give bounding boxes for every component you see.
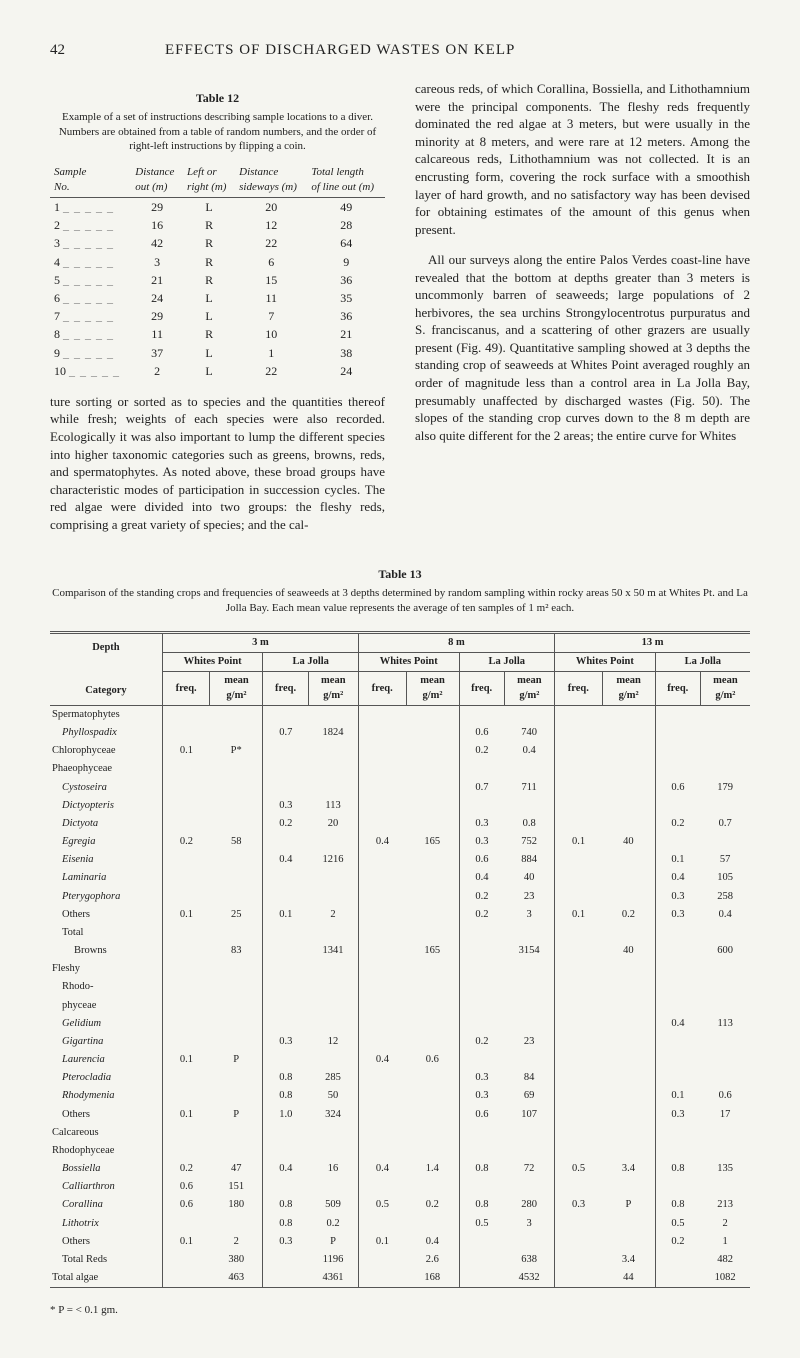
table-row: Calliarthron0.6151 bbox=[50, 1178, 750, 1196]
table12-head: SampleNo. Distanceout (m) Left orright (… bbox=[50, 163, 385, 197]
page-title: EFFECTS OF DISCHARGED WASTES ON KELP bbox=[165, 40, 515, 60]
table-row: Laminaria0.4400.4105 bbox=[50, 869, 750, 887]
table-row: 8 _ _ _ _ _11R1021 bbox=[50, 325, 385, 343]
t12-h1: SampleNo. bbox=[50, 163, 131, 197]
page-number: 42 bbox=[50, 40, 65, 60]
table-row: phyceae bbox=[50, 997, 750, 1015]
t12-h4: Distancesideways (m) bbox=[235, 163, 307, 197]
table-row: Eisenia0.412160.68840.157 bbox=[50, 851, 750, 869]
table-row: Spermatophytes bbox=[50, 705, 750, 724]
t12-h2: Distanceout (m) bbox=[131, 163, 183, 197]
table-row: Corallina0.61800.85090.50.20.82800.3P0.8… bbox=[50, 1196, 750, 1214]
table13-head: Depth Category 3 m 8 m 13 m Whites Point… bbox=[50, 633, 750, 706]
table-row: 7 _ _ _ _ _29L736 bbox=[50, 307, 385, 325]
table-row: 10 _ _ _ _ _2L2224 bbox=[50, 362, 385, 380]
table-row: Pterocladia0.82850.384 bbox=[50, 1069, 750, 1087]
table-row: Rhodophyceae bbox=[50, 1142, 750, 1160]
table-row: Rhodo- bbox=[50, 978, 750, 996]
table-row: 5 _ _ _ _ _21R1536 bbox=[50, 271, 385, 289]
table-row: 6 _ _ _ _ _24L1135 bbox=[50, 289, 385, 307]
table-row: 4 _ _ _ _ _3R69 bbox=[50, 253, 385, 271]
table12: SampleNo. Distanceout (m) Left orright (… bbox=[50, 163, 385, 380]
table-row: Laurencia0.1P0.40.6 bbox=[50, 1051, 750, 1069]
table-row: Total bbox=[50, 924, 750, 942]
table-row: Dictyopteris0.3113 bbox=[50, 797, 750, 815]
table-row: Browns831341165315440600 bbox=[50, 942, 750, 960]
table-row: Others0.1250.120.230.10.20.30.4 bbox=[50, 906, 750, 924]
table13-body: SpermatophytesPhyllospadix0.718240.6740C… bbox=[50, 705, 750, 1288]
t13-d13: 13 m bbox=[555, 633, 750, 653]
table-row: Bossiella0.2470.4160.41.40.8720.53.40.81… bbox=[50, 1160, 750, 1178]
table-row: Dictyota0.2200.30.80.20.7 bbox=[50, 815, 750, 833]
t13-d8: 8 m bbox=[358, 633, 554, 653]
table12-title: Table 12 bbox=[50, 90, 385, 106]
table13: Depth Category 3 m 8 m 13 m Whites Point… bbox=[50, 631, 750, 1288]
table-row: Total algae46343611684532441082 bbox=[50, 1269, 750, 1288]
table13-title: Table 13 bbox=[50, 566, 750, 582]
footnote: * P = < 0.1 gm. bbox=[50, 1303, 750, 1318]
table12-body: 1 _ _ _ _ _29L20492 _ _ _ _ _16R12283 _ … bbox=[50, 198, 385, 380]
t13-cat-head: Depth Category bbox=[50, 633, 162, 706]
table-row: 2 _ _ _ _ _16R1228 bbox=[50, 216, 385, 234]
two-column-body: Table 12 Example of a set of instruction… bbox=[50, 80, 750, 546]
page-header: 42 EFFECTS OF DISCHARGED WASTES ON KELP bbox=[50, 40, 750, 60]
table-row: Egregia0.2580.41650.37520.140 bbox=[50, 833, 750, 851]
table-row: Lithotrix0.80.20.530.52 bbox=[50, 1215, 750, 1233]
left-column: Table 12 Example of a set of instruction… bbox=[50, 80, 385, 546]
right-column: careous reds, of which Corallina, Bossie… bbox=[415, 80, 750, 546]
t12-h3: Left orright (m) bbox=[183, 163, 235, 197]
table-row: 3 _ _ _ _ _42R2264 bbox=[50, 234, 385, 252]
table-row: Chlorophyceae0.1P*0.20.4 bbox=[50, 742, 750, 760]
left-paragraph: ture sorting or sorted as to species and… bbox=[50, 393, 385, 533]
table-row: 9 _ _ _ _ _37L138 bbox=[50, 344, 385, 362]
table-row: Fleshy bbox=[50, 960, 750, 978]
table-row: Others0.120.3P0.10.40.21 bbox=[50, 1233, 750, 1251]
table-row: Cystoseira0.77110.6179 bbox=[50, 779, 750, 797]
table-row: Total Reds38011962.66383.4482 bbox=[50, 1251, 750, 1269]
t13-d3: 3 m bbox=[162, 633, 358, 653]
table-row: Rhodymenia0.8500.3690.10.6 bbox=[50, 1087, 750, 1105]
table13-desc: Comparison of the standing crops and fre… bbox=[50, 586, 750, 616]
table-row: 1 _ _ _ _ _29L2049 bbox=[50, 198, 385, 217]
table-row: Gelidium0.4113 bbox=[50, 1015, 750, 1033]
table12-desc: Example of a set of instructions describ… bbox=[50, 110, 385, 153]
table-row: Phaeophyceae bbox=[50, 760, 750, 778]
table-row: Calcareous bbox=[50, 1124, 750, 1142]
t12-h5: Total lengthof line out (m) bbox=[307, 163, 385, 197]
table-row: Phyllospadix0.718240.6740 bbox=[50, 724, 750, 742]
right-paragraph-2: All our surveys along the entire Palos V… bbox=[415, 251, 750, 444]
table-row: Gigartina0.3120.223 bbox=[50, 1033, 750, 1051]
right-paragraph-1: careous reds, of which Corallina, Bossie… bbox=[415, 80, 750, 238]
table-row: Pterygophora0.2230.3258 bbox=[50, 888, 750, 906]
